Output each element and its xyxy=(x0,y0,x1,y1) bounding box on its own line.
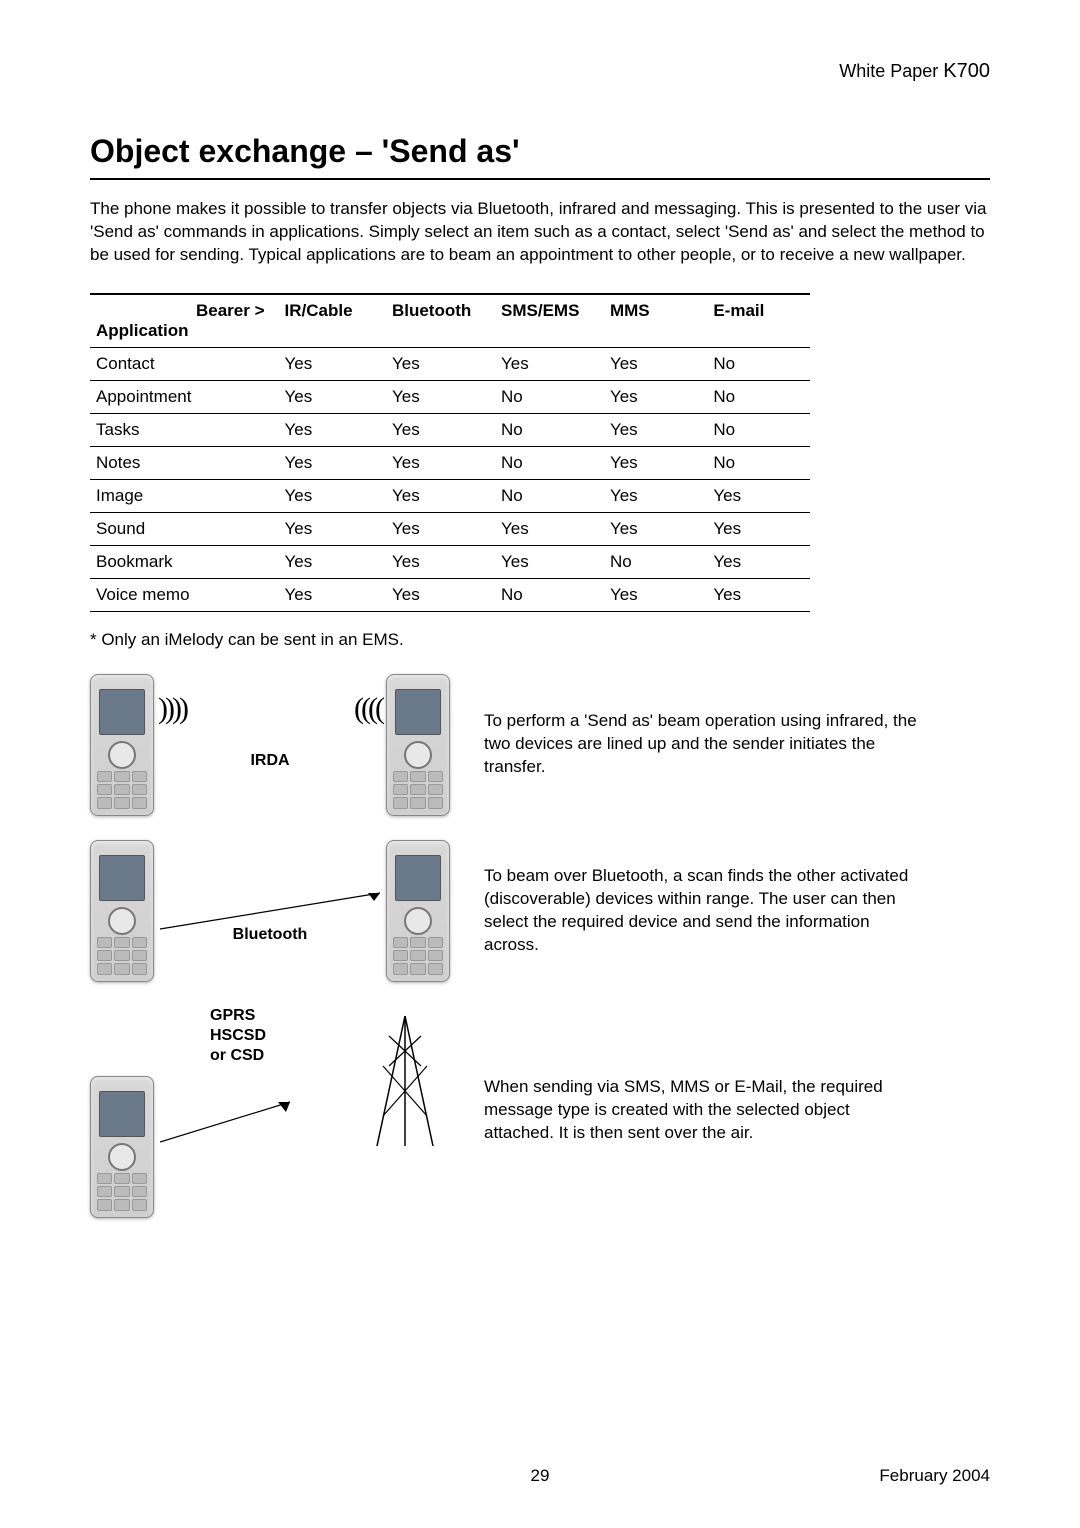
col-mms: MMS xyxy=(604,294,707,348)
row-app-label: Voice memo xyxy=(90,578,279,611)
cell-value: Yes xyxy=(279,347,386,380)
cell-value: Yes xyxy=(386,380,495,413)
col-smsems: SMS/EMS xyxy=(495,294,604,348)
cell-value: Yes xyxy=(707,512,810,545)
cell-value: Yes xyxy=(604,578,707,611)
cell-value: Yes xyxy=(386,512,495,545)
cell-value: Yes xyxy=(604,512,707,545)
cell-value: Yes xyxy=(604,380,707,413)
cell-value: No xyxy=(495,413,604,446)
cell-value: Yes xyxy=(279,380,386,413)
bluetooth-line-icon xyxy=(156,911,384,912)
gprs-illustration: GPRS HSCSD or CSD xyxy=(90,1006,450,1218)
gprs-line3: or CSD xyxy=(210,1046,300,1066)
row-app-label: Image xyxy=(90,479,279,512)
cell-value: No xyxy=(495,380,604,413)
cell-value: Yes xyxy=(386,413,495,446)
cell-value: No xyxy=(707,413,810,446)
col-bluetooth: Bluetooth xyxy=(386,294,495,348)
irda-illustration: ))))(((( IRDA xyxy=(90,674,450,816)
cell-value: No xyxy=(707,446,810,479)
cell-value: Yes xyxy=(604,479,707,512)
header-model: K700 xyxy=(943,60,990,82)
table-row: Voice memoYesYesNoYesYes xyxy=(90,578,810,611)
cell-value: Yes xyxy=(707,545,810,578)
footnote: * Only an iMelody can be sent in an EMS. xyxy=(90,630,990,650)
cell-value: Yes xyxy=(604,413,707,446)
row-app-label: Bookmark xyxy=(90,545,279,578)
cell-value: Yes xyxy=(386,545,495,578)
table-header-row: Bearer > Application IR/Cable Bluetooth … xyxy=(90,294,810,348)
cell-value: Yes xyxy=(279,479,386,512)
cell-value: Yes xyxy=(279,413,386,446)
diagram-bluetooth: Bluetooth To beam over Bluetooth, a scan… xyxy=(90,840,990,982)
cell-value: Yes xyxy=(495,545,604,578)
cell-value: Yes xyxy=(604,446,707,479)
cell-value: No xyxy=(707,380,810,413)
col-email: E-mail xyxy=(707,294,810,348)
cell-value: Yes xyxy=(707,479,810,512)
cell-value: Yes xyxy=(386,347,495,380)
cell-value: Yes xyxy=(495,347,604,380)
gprs-description: When sending via SMS, MMS or E-Mail, the… xyxy=(450,1076,924,1145)
cell-value: No xyxy=(707,347,810,380)
cell-value: Yes xyxy=(279,512,386,545)
cell-value: No xyxy=(604,545,707,578)
gprs-label: GPRS HSCSD or CSD xyxy=(210,1006,300,1066)
page: White Paper K700 Object exchange – 'Send… xyxy=(0,0,1080,1528)
row-app-label: Contact xyxy=(90,347,279,380)
cell-value: Yes xyxy=(707,578,810,611)
page-number: 29 xyxy=(90,1466,990,1486)
irda-description: To perform a 'Send as' beam operation us… xyxy=(450,710,924,779)
application-label: Application xyxy=(96,321,273,341)
diagram-gprs: GPRS HSCSD or CSD xyxy=(90,1006,990,1218)
row-app-label: Sound xyxy=(90,512,279,545)
table-row: AppointmentYesYesNoYesNo xyxy=(90,380,810,413)
table-row: SoundYesYesYesYesYes xyxy=(90,512,810,545)
table-row: NotesYesYesNoYesNo xyxy=(90,446,810,479)
antenna-icon xyxy=(360,1006,450,1156)
gprs-line2: HSCSD xyxy=(210,1026,300,1046)
page-title: Object exchange – 'Send as' xyxy=(90,133,990,180)
cell-value: Yes xyxy=(386,446,495,479)
phone-icon xyxy=(90,674,154,816)
col-ircable: IR/Cable xyxy=(279,294,386,348)
phone-icon xyxy=(386,840,450,982)
row-app-label: Notes xyxy=(90,446,279,479)
table-corner-header: Bearer > Application xyxy=(90,294,279,348)
bluetooth-illustration: Bluetooth xyxy=(90,840,450,982)
phone-icon xyxy=(90,1076,154,1218)
phone-icon xyxy=(90,840,154,982)
table-row: TasksYesYesNoYesNo xyxy=(90,413,810,446)
cell-value: Yes xyxy=(604,347,707,380)
table-row: ImageYesYesNoYesYes xyxy=(90,479,810,512)
phone-icon xyxy=(386,674,450,816)
bearer-table: Bearer > Application IR/Cable Bluetooth … xyxy=(90,293,810,612)
air-arrow-icon xyxy=(160,1092,300,1152)
cell-value: No xyxy=(495,479,604,512)
cell-value: No xyxy=(495,578,604,611)
table-row: BookmarkYesYesYesNoYes xyxy=(90,545,810,578)
intro-paragraph: The phone makes it possible to transfer … xyxy=(90,198,990,267)
bluetooth-description: To beam over Bluetooth, a scan finds the… xyxy=(450,865,924,957)
cell-value: Yes xyxy=(495,512,604,545)
header-label: White Paper xyxy=(839,61,938,81)
diagram-irda: ))))(((( IRDA To perform a 'Send as' bea… xyxy=(90,674,990,816)
ir-waves-icon: ))))(((( xyxy=(158,692,382,726)
gprs-line1: GPRS xyxy=(210,1006,300,1026)
cell-value: No xyxy=(495,446,604,479)
cell-value: Yes xyxy=(279,578,386,611)
row-app-label: Appointment xyxy=(90,380,279,413)
cell-value: Yes xyxy=(279,446,386,479)
cell-value: Yes xyxy=(386,578,495,611)
cell-value: Yes xyxy=(386,479,495,512)
page-footer: 29 February 2004 xyxy=(90,1466,990,1486)
cell-value: Yes xyxy=(279,545,386,578)
bearer-label: Bearer > xyxy=(96,301,273,321)
page-header: White Paper K700 xyxy=(90,60,990,83)
table-row: ContactYesYesYesYesNo xyxy=(90,347,810,380)
row-app-label: Tasks xyxy=(90,413,279,446)
